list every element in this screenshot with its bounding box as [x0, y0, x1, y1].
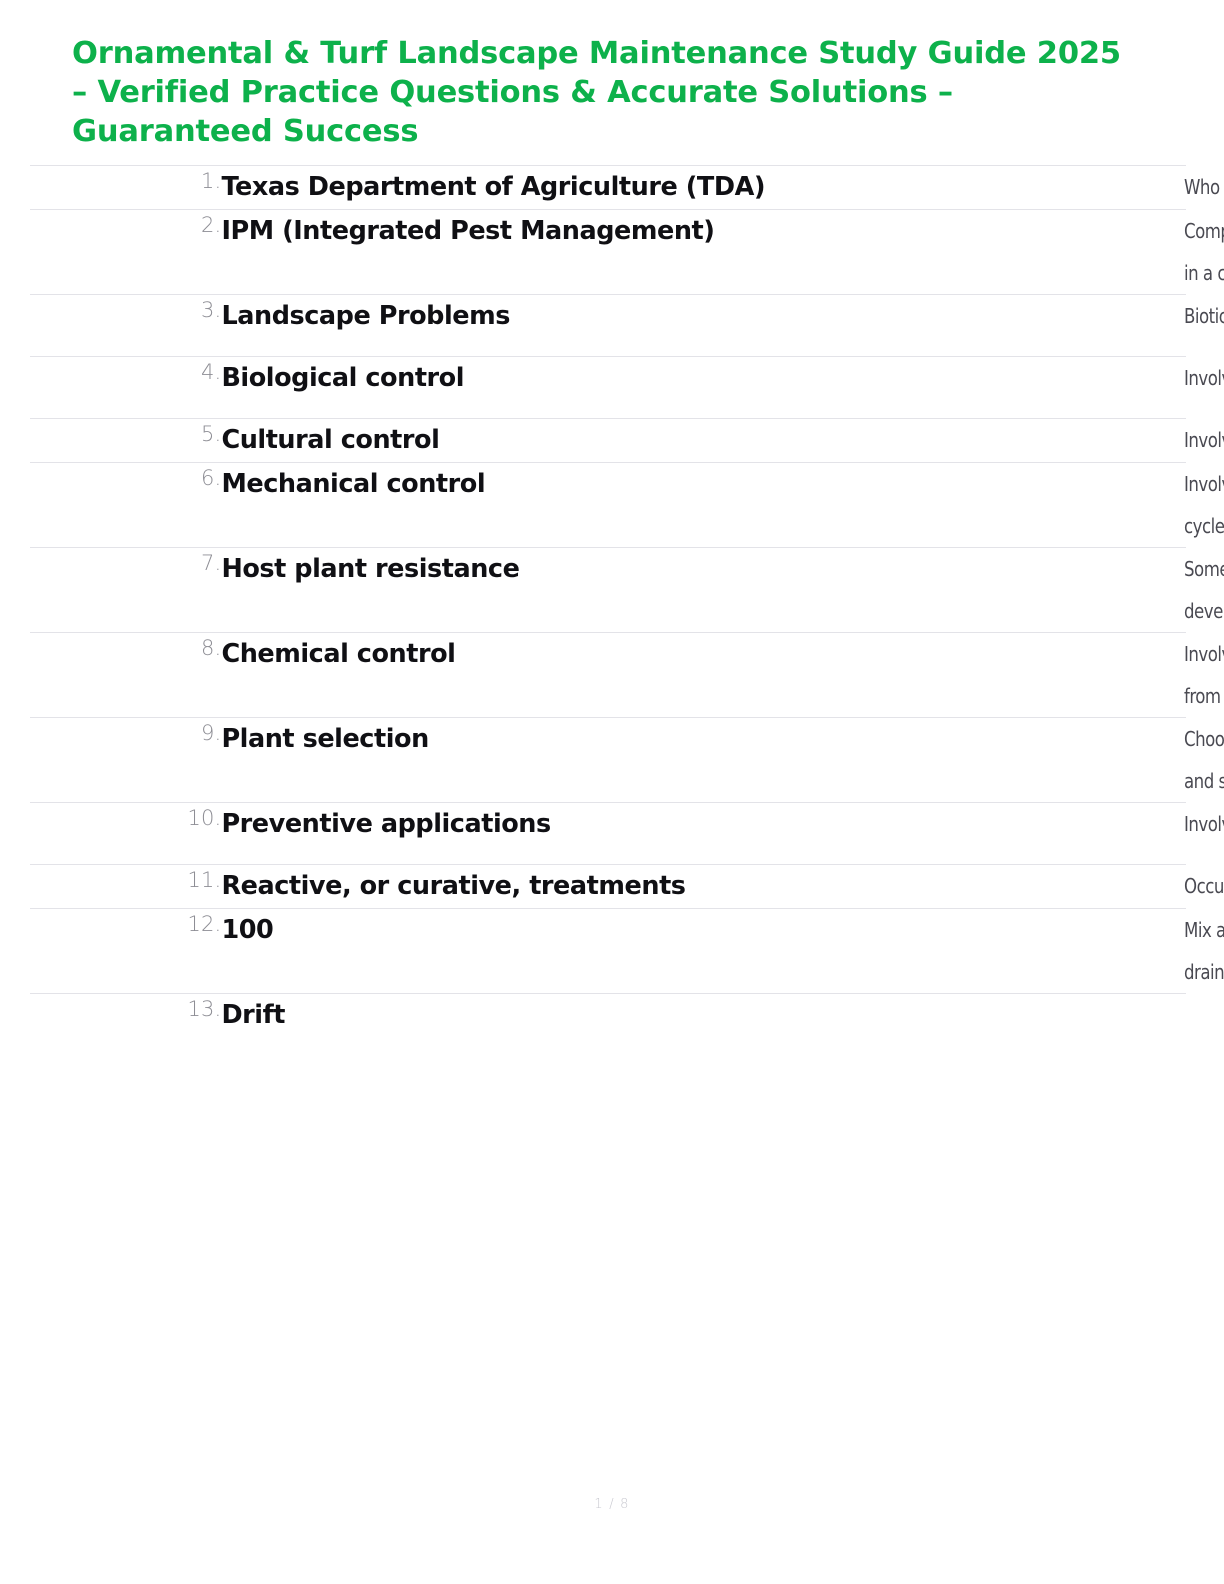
table-row: 6. Mechanical control Involves the use o…: [30, 462, 1224, 548]
table-row: 13. Drift: [30, 993, 1186, 1055]
row-number: 4.: [30, 356, 222, 419]
table-row: 2. IPM (Integrated Pest Man­agement) Com…: [30, 209, 1224, 295]
definition-text: Biotic, abiotic, and natural factors: [1183, 304, 1224, 328]
table-row: 9. Plant selection Choose all landscape …: [30, 717, 1224, 803]
row-term: Chemical control: [221, 632, 1184, 718]
row-term: Drift: [221, 993, 1184, 1055]
definition-text: Comprehensive approach that uses biologi…: [1183, 219, 1224, 285]
row-number: 2.: [30, 209, 222, 295]
definition-text: Involves the use of equipment or manual …: [1183, 472, 1224, 538]
row-term: Mechanical control: [221, 462, 1184, 548]
row-term: Cultural control: [221, 418, 1184, 463]
table-body: 1. Texas Department of Agri­culture (TDA…: [30, 165, 1224, 1055]
definition-text: Choose all landscape plants according to…: [1183, 727, 1224, 793]
row-term: IPM (Integrated Pest Man­agement): [221, 209, 1184, 295]
table-row: 3. Landscape Problems Biotic, abiotic, a…: [30, 294, 1224, 357]
row-number: 11.: [30, 864, 222, 909]
definition-text: Who is the primary agency regulating pes…: [1183, 175, 1224, 199]
definition-text: Involves manipulating the natural enemie…: [1183, 366, 1224, 390]
row-definition: Involves the use of pesticides to destro…: [1183, 632, 1224, 718]
row-number: 3.: [30, 294, 222, 357]
row-definition: Biotic, abiotic, and natural factors: [1183, 294, 1224, 357]
row-definition: Occur after you notice the pest or its d…: [1183, 864, 1224, 909]
row-term: Host plant resistance: [221, 547, 1184, 633]
definition-text-after-blank: feet from wells, lakes, streams, rivers,…: [1183, 960, 1224, 984]
row-definition: Involves applying a pesticide before the…: [1183, 802, 1224, 865]
row-number: 10.: [30, 802, 222, 865]
definition-text: Involves the use of pesticides to destro…: [1183, 642, 1224, 708]
definition-text-before-blank: Mix and load pesticides at least: [1183, 918, 1224, 942]
row-number: 6.: [30, 462, 222, 548]
row-definition: Involve in taking care of the plants, su…: [1183, 418, 1224, 463]
table-row: 8. Chemical control Involves the use of …: [30, 632, 1224, 718]
row-number: 5.: [30, 418, 222, 463]
table-row: 11. Reactive, or curative, treatments Oc…: [30, 864, 1224, 909]
row-definition: Choose all landscape plants according to…: [1183, 717, 1224, 803]
table-row: 5. Cultural control Involve in taking ca…: [30, 418, 1224, 463]
row-number: 13.: [30, 993, 222, 1055]
table-row: 4. Biological control Involves manipulat…: [30, 356, 1224, 419]
row-number: 9.: [30, 717, 222, 803]
row-term: Preventive applications: [221, 802, 1184, 865]
row-definition: Involves the use of equipment or manual …: [1183, 462, 1224, 548]
row-definition: Who is the primary agency regulating pes…: [1183, 165, 1224, 210]
definition-text: Involve in taking care of the plants, su…: [1183, 428, 1224, 452]
table-row: 1. Texas Department of Agri­culture (TDA…: [30, 165, 1224, 210]
row-term: Biological control: [221, 356, 1184, 419]
definition-text: Occur after you notice the pest or its d…: [1183, 874, 1224, 898]
row-definition: [1183, 993, 1186, 1055]
row-number: 1.: [30, 165, 222, 210]
row-term: Reactive, or curative, treatments: [221, 864, 1184, 909]
table-row: 10. Preventive applications Involves app…: [30, 802, 1224, 865]
row-term: Landscape Problems: [221, 294, 1184, 357]
row-definition: Some plants can tolerate damage from cer…: [1183, 547, 1224, 633]
definition-text: Some plants can tolerate damage from cer…: [1183, 557, 1224, 623]
table-row: 7. Host plant resistance Some plants can…: [30, 547, 1224, 633]
definition-text: Involves applying a pesticide before the…: [1183, 812, 1224, 836]
page-number-footer: 1 / 8: [594, 1497, 630, 1512]
row-term: 100: [221, 908, 1184, 994]
row-term: Texas Department of Agri­culture (TDA): [221, 165, 1184, 210]
definition-text-with-blank: Mix and load pesticides at least feet fro…: [1184, 909, 1224, 993]
study-terms-table: 1. Texas Department of Agri­culture (TDA…: [30, 165, 1224, 1055]
row-definition: Comprehensive approach that uses biologi…: [1183, 209, 1224, 295]
row-number: 12.: [30, 908, 222, 994]
row-number: 7.: [30, 547, 222, 633]
page-title: Ornamental & Turf Landscape Maintenance …: [72, 36, 1121, 149]
row-number: 8.: [30, 632, 222, 718]
row-term: Plant selection: [221, 717, 1184, 803]
table-row: 12. 100 Mix and load pesticides at least…: [30, 908, 1224, 994]
row-definition: Mix and load pesticides at least feet fro…: [1183, 908, 1224, 994]
row-definition: Involves manipulating the natural enemie…: [1183, 356, 1224, 419]
